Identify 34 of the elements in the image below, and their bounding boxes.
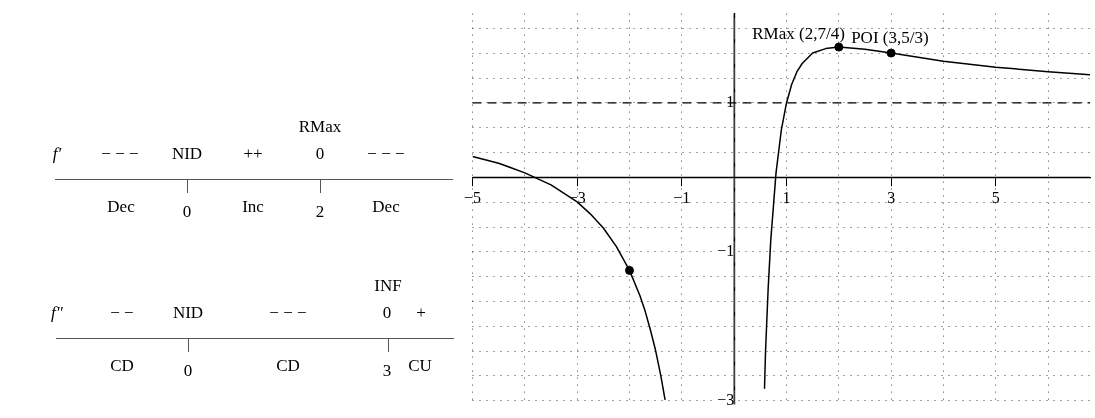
text: Dec	[372, 196, 400, 216]
x-tick-label: −1	[673, 189, 691, 207]
text: 0	[315, 143, 325, 163]
text: 3	[382, 360, 392, 380]
text: 2	[315, 201, 325, 221]
text: INF	[374, 275, 402, 295]
text: f″	[51, 302, 63, 322]
text: +	[416, 302, 426, 322]
y-tick-label: −1	[717, 242, 735, 260]
text: CU	[408, 355, 432, 375]
text: CD	[276, 355, 300, 375]
annotation: POI (3,5/3)	[851, 28, 929, 48]
text: CD	[110, 355, 134, 375]
text: f′	[52, 143, 62, 163]
y-tick-label: −3	[717, 390, 735, 408]
text: 0	[182, 201, 192, 221]
text: Dec	[107, 196, 135, 216]
text: − −	[110, 302, 134, 322]
x-tick-label: 5	[991, 189, 1000, 207]
annotation: RMax (2,7/4)	[752, 24, 845, 44]
x-tick-label: 1	[782, 189, 791, 207]
text: 0	[382, 302, 392, 322]
text: − − −	[269, 302, 307, 322]
text: ++	[243, 143, 263, 163]
text: − − −	[101, 143, 139, 163]
text: − − −	[367, 143, 405, 163]
text: RMax	[298, 116, 342, 136]
x-tick-label: −3	[568, 189, 586, 207]
text: Inc	[242, 196, 264, 216]
text: NID	[171, 143, 203, 163]
x-tick-label: 3	[887, 189, 896, 207]
x-tick-label: −5	[464, 189, 482, 207]
text: 0	[183, 360, 193, 380]
text: NID	[172, 302, 204, 322]
